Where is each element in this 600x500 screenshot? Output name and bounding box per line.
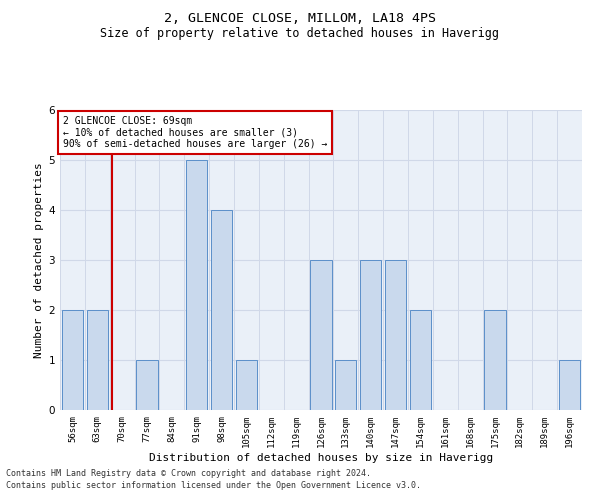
Text: Contains HM Land Registry data © Crown copyright and database right 2024.: Contains HM Land Registry data © Crown c… xyxy=(6,468,371,477)
Bar xyxy=(62,310,83,410)
Bar xyxy=(385,260,406,410)
X-axis label: Distribution of detached houses by size in Haverigg: Distribution of detached houses by size … xyxy=(149,452,493,462)
Bar xyxy=(136,360,158,410)
Bar xyxy=(484,310,506,410)
Bar xyxy=(559,360,580,410)
Text: 2, GLENCOE CLOSE, MILLOM, LA18 4PS: 2, GLENCOE CLOSE, MILLOM, LA18 4PS xyxy=(164,12,436,26)
Y-axis label: Number of detached properties: Number of detached properties xyxy=(34,162,44,358)
Bar xyxy=(211,210,232,410)
Text: 2 GLENCOE CLOSE: 69sqm
← 10% of detached houses are smaller (3)
90% of semi-deta: 2 GLENCOE CLOSE: 69sqm ← 10% of detached… xyxy=(62,116,327,149)
Bar xyxy=(236,360,257,410)
Bar xyxy=(87,310,108,410)
Bar xyxy=(410,310,431,410)
Bar xyxy=(360,260,381,410)
Bar xyxy=(310,260,332,410)
Bar xyxy=(335,360,356,410)
Text: Contains public sector information licensed under the Open Government Licence v3: Contains public sector information licen… xyxy=(6,481,421,490)
Bar xyxy=(186,160,207,410)
Text: Size of property relative to detached houses in Haverigg: Size of property relative to detached ho… xyxy=(101,28,499,40)
